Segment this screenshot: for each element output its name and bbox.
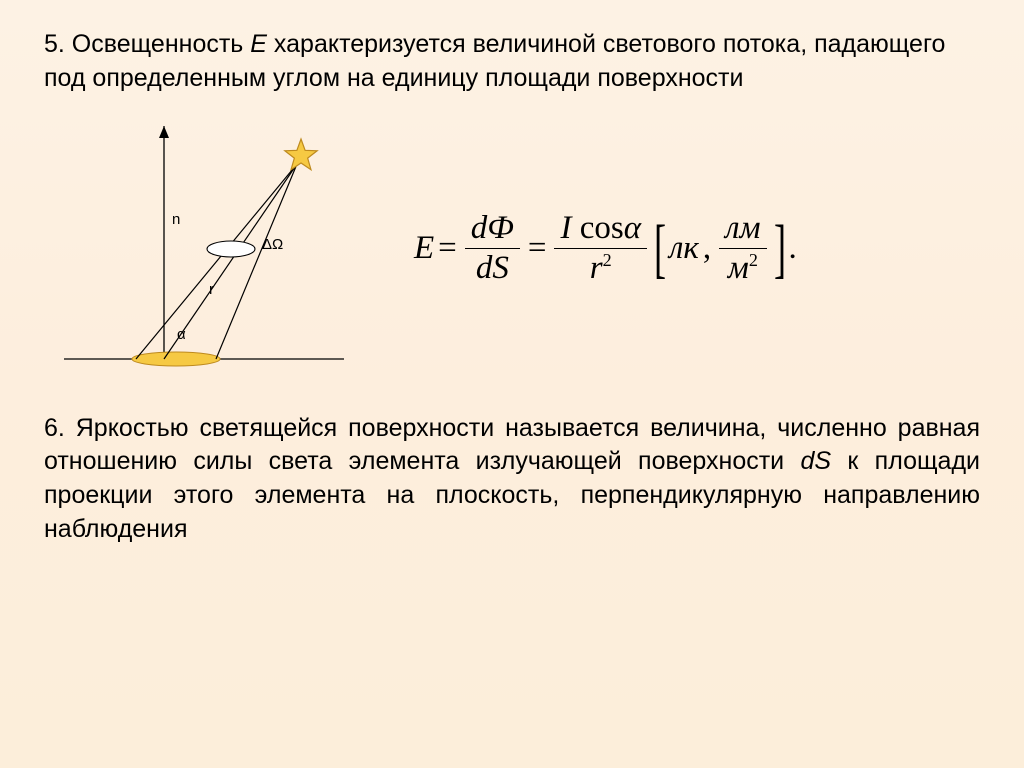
frac-dPhi-dS: dФ dS [465,211,520,285]
frac2-I: I [560,210,571,246]
svg-text:r: r [209,281,214,298]
bracket-right: ] [774,219,786,278]
formula-E: E [414,230,434,267]
unit-comma: , [703,230,711,267]
unit-m-sq: 2 [749,250,758,270]
svg-text:ΔΩ: ΔΩ [262,236,283,253]
para1-E: Е [250,30,267,58]
svg-text:α: α [177,326,186,343]
unit-lm: лм [725,210,760,246]
frac-units: лм м2 [719,211,766,285]
formula-eq1: = [438,230,457,267]
svg-text:n: n [172,211,180,228]
unit-m: м [728,250,749,286]
frac2-sq: 2 [603,250,612,270]
paragraph-5: 5. Освещенность Е характеризуется величи… [44,28,980,96]
formula-eq2: = [528,230,547,267]
frac2-alpha: α [624,210,641,246]
bracket-left: [ [654,219,666,278]
formula-period: . [789,230,797,267]
para1-text-a: 5. Освещенность [44,30,250,58]
formula-wrap: E = dФ dS = I cosα r2 [ лк, лм м2 ] [404,211,980,285]
para2-dS: dS [800,447,831,475]
figure-and-formula-row: nrαΔΩ E = dФ dS = I cosα r2 [ лк, лм [44,114,980,384]
illuminance-formula: E = dФ dS = I cosα r2 [ лк, лм м2 ] [414,211,797,285]
illuminance-diagram: n r α ΔΩ [44,114,404,384]
frac1-den: dS [476,250,509,286]
frac2-r: r [590,250,603,286]
frac-Icos-r2: I cosα r2 [554,211,647,285]
frac2-cos: cos [580,210,624,246]
unit-lk: лк [669,230,699,267]
frac1-num: dФ [471,210,514,246]
paragraph-6: 6. Яркостью светящейся поверхности назыв… [44,412,980,547]
